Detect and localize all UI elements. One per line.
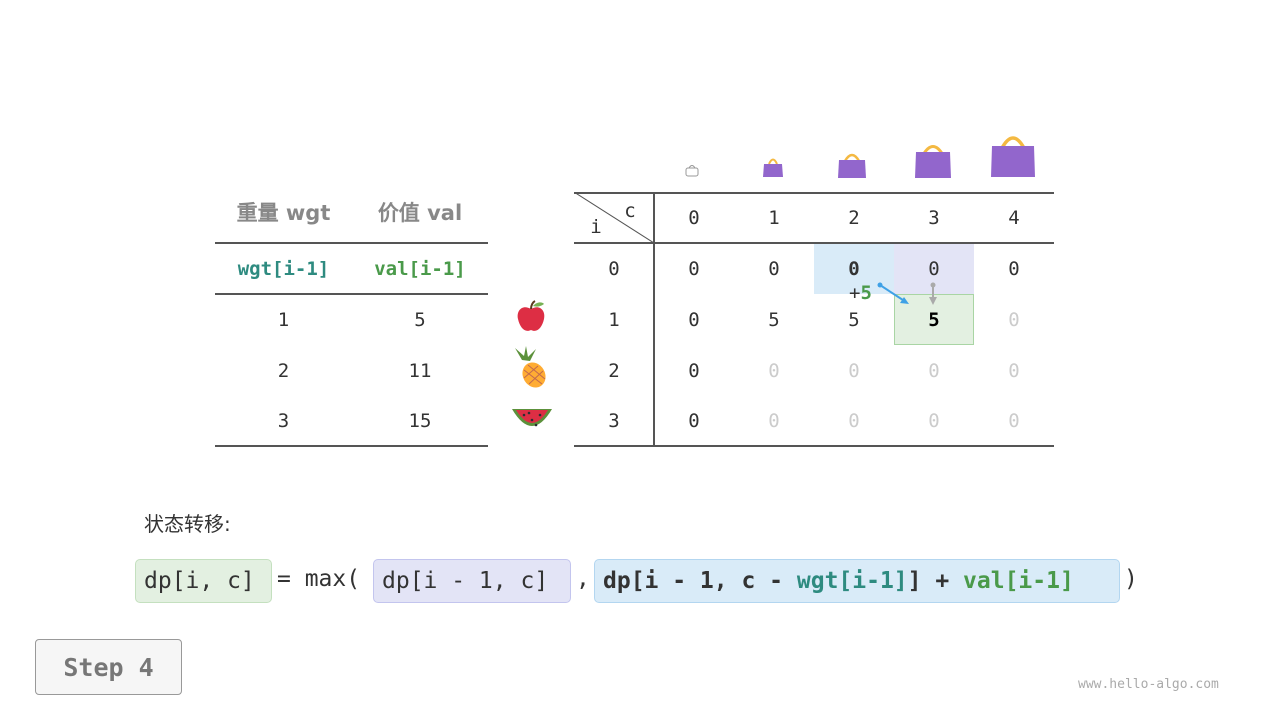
dp-cell: 0: [768, 410, 780, 432]
weight-cell: 2: [277, 359, 290, 382]
dp-cell: 0: [1008, 308, 1020, 331]
dp-cell: 0: [928, 410, 940, 432]
col-header: 1: [768, 207, 780, 229]
dp-cell: 0: [688, 257, 700, 280]
formula-comma: ,: [576, 566, 590, 592]
col-header: 2: [848, 207, 860, 229]
dp-cell: 0: [848, 410, 860, 432]
formula-option-skip: dp[i - 1, c]: [373, 559, 571, 603]
row-header: 0: [608, 257, 620, 280]
col-header: 0: [688, 207, 700, 229]
subheader-val: val[i-1]: [374, 257, 466, 280]
row-header: 3: [608, 410, 620, 432]
dp-cell: 0: [1008, 410, 1020, 432]
row-header: 1: [608, 308, 620, 331]
plus-value: 5: [860, 282, 872, 304]
dp-cell: 5: [768, 308, 780, 331]
bag-icon-size-1: [763, 158, 783, 177]
formula-max: = max(: [277, 566, 361, 592]
formula-wgt: wgt[i-1]: [796, 568, 908, 594]
weight-cell: 3: [277, 410, 290, 432]
dp-cell: 0: [768, 359, 780, 382]
formula-close: ): [1124, 566, 1138, 592]
watermark: www.hello-algo.com: [1078, 677, 1219, 692]
col-header: 3: [928, 207, 940, 229]
dp-cell: 0: [1008, 359, 1020, 382]
pineapple-icon: [515, 346, 546, 388]
dp-cell-current: 5: [928, 308, 940, 331]
dp-cell: 0: [768, 257, 780, 280]
dp-cell: 0: [848, 257, 860, 280]
header-value: 价值 val: [377, 201, 463, 225]
dp-cell: 0: [848, 359, 860, 382]
dp-cell: 0: [928, 359, 940, 382]
bag-icon-size-3: [915, 145, 951, 178]
bag-icon-size-4: [991, 136, 1035, 177]
col-header: 4: [1008, 207, 1020, 229]
apple-icon: [517, 300, 545, 331]
corner-i-label: i: [590, 216, 602, 238]
dp-cell: 0: [928, 257, 940, 280]
formula-lhs: dp[i, c]: [135, 559, 272, 603]
dp-cell: 0: [688, 359, 700, 382]
value-cell: 15: [408, 410, 432, 432]
dp-cell: 0: [688, 410, 700, 432]
value-cell: 5: [414, 308, 426, 331]
bag-icon-size-0: [685, 165, 699, 177]
formula-dp-part: dp[i - 1, c -: [603, 568, 797, 594]
value-cell: 11: [408, 359, 432, 382]
formula-plus: ] +: [907, 568, 964, 594]
row-header: 2: [608, 359, 620, 382]
transition-label: 状态转移:: [144, 512, 231, 536]
weight-cell: 1: [277, 308, 290, 331]
dp-cell: 0: [688, 308, 700, 331]
plus-sign: +: [849, 282, 861, 304]
dp-cell: 0: [1008, 257, 1020, 280]
corner-c-label: c: [624, 200, 636, 222]
bag-icon-size-2: [838, 153, 866, 178]
formula-option-take: dp[i - 1, c - wgt[i-1]] + val[i-1]: [594, 559, 1120, 603]
header-weight: 重量 wgt: [236, 201, 331, 225]
formula-val: val[i-1]: [963, 568, 1074, 594]
step-button[interactable]: Step 4: [35, 639, 182, 695]
subheader-wgt: wgt[i-1]: [237, 257, 330, 280]
corner-diagonal: [574, 192, 654, 243]
watermelon-icon: [512, 409, 552, 427]
dp-cell: 5: [848, 308, 860, 331]
transition-arrows: [877, 282, 937, 305]
plus-value-annotation: +5: [849, 282, 872, 304]
